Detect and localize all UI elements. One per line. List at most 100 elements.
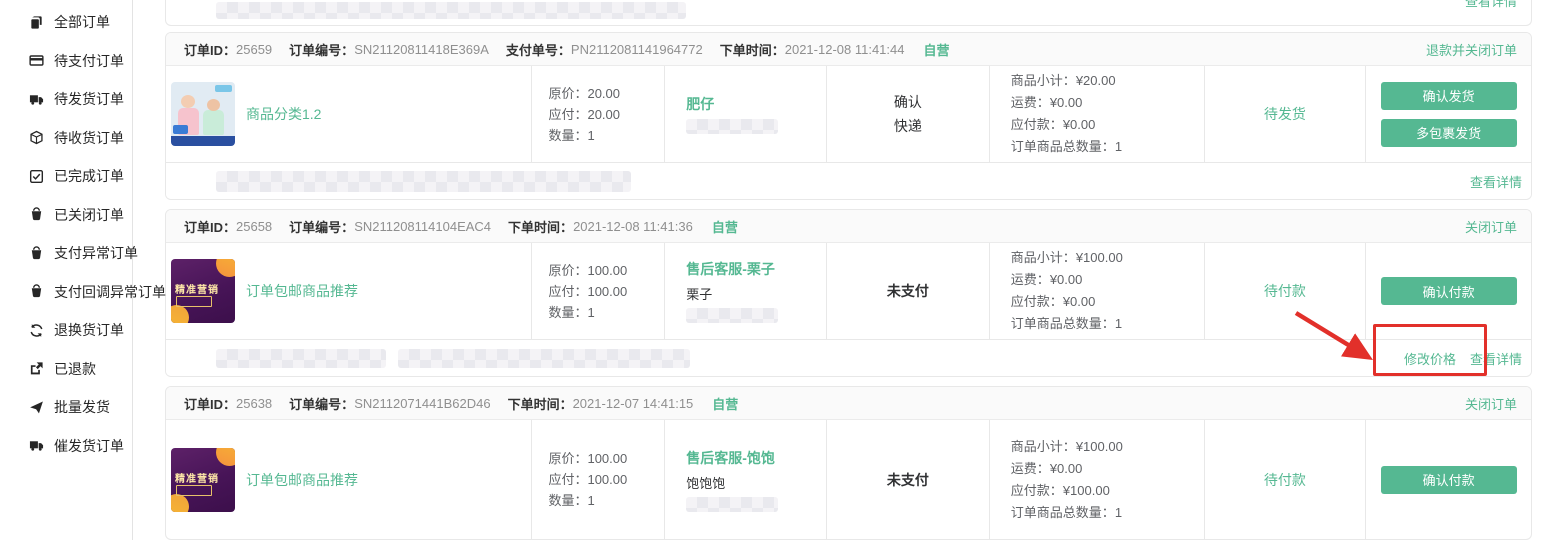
sidebar-item-label: 催发货订单	[54, 437, 124, 454]
action-cell: 确认发货 多包裹发货	[1366, 66, 1531, 162]
sidebar-item-label: 退换货订单	[54, 322, 124, 339]
sidebar-item-closed[interactable]: 已关闭订单	[0, 196, 132, 235]
payable-value: ¥0.00	[1062, 294, 1096, 309]
confirm-payment-button[interactable]: 确认付款	[1380, 465, 1517, 494]
payment-status: 未支付	[886, 471, 929, 488]
subtotal-label: 商品小计：	[1010, 438, 1076, 454]
truck-icon	[29, 95, 44, 105]
sidebar-item-label: 已退款	[54, 360, 96, 377]
product-name-link[interactable]: 商品分类1.2	[246, 106, 322, 122]
sidebar-item-refunded[interactable]: 已退款	[0, 350, 132, 389]
order-card-25658: 订单ID： 25658 订单编号： SN211208114104EAC4 下单时间：…	[165, 209, 1532, 377]
order-status: 待付款	[1263, 283, 1306, 299]
payment-status-cell: 未支付	[827, 243, 990, 339]
sidebar-item-pending-receipt[interactable]: 待收货订单	[0, 119, 132, 158]
subtotal-value: ¥100.00	[1075, 250, 1123, 265]
order-card-25638: 订单ID： 25638 订单编号： SN2112071441B62D46 下单时间：…	[165, 386, 1532, 540]
amount-due-label: 应付：	[548, 283, 588, 299]
order-time-label: 下单时间：	[508, 219, 574, 235]
order-no-label: 订单编号：	[289, 396, 355, 412]
order-card-header: 订单ID： 25658 订单编号： SN211208114104EAC4 下单时间：…	[166, 210, 1531, 243]
orig-price-label: 原价：	[548, 262, 588, 278]
close-order-link[interactable]: 关闭订单	[1464, 219, 1517, 235]
buyer-name-link[interactable]: 肥仔	[686, 96, 715, 112]
order-id-value: 25659	[236, 41, 273, 57]
payment-status: 未支付	[886, 283, 929, 299]
view-detail-link[interactable]: 查看详情	[1464, 0, 1517, 9]
sidebar-item-label: 已关闭订单	[54, 206, 124, 223]
pay-no-value: PN2112081141964772	[570, 41, 703, 57]
blurred-address-info	[398, 349, 690, 368]
close-order-link[interactable]: 关闭订单	[1464, 396, 1517, 412]
order-no-value: SN21120811418E369A	[354, 41, 489, 57]
order-card-body: 精准营销 订单包邮商品推荐 原价：100.00 应付：100.00 数量：1 售…	[166, 420, 1531, 539]
product-cell: 商品分类1.2	[166, 66, 533, 162]
total-qty-label: 订单商品总数量：	[1010, 316, 1115, 331]
total-qty-value: 1	[1114, 504, 1123, 520]
subtotal-label: 商品小计：	[1010, 73, 1076, 88]
sidebar-item-return-exchange[interactable]: 退换货订单	[0, 311, 132, 350]
product-name-link[interactable]: 订单包邮商品推荐	[246, 283, 358, 299]
blurred-buyer-contact	[686, 308, 779, 323]
buyer-nickname: 栗子	[686, 287, 713, 302]
orig-price-value: 100.00	[587, 262, 628, 278]
order-card-footer: 查看详情	[166, 162, 1531, 199]
sidebar-item-completed[interactable]: 已完成订单	[0, 157, 132, 196]
price-cell: 原价：20.00 应付：20.00 数量：1	[532, 66, 666, 162]
total-qty-label: 订单商品总数量：	[1010, 139, 1115, 154]
order-id-label: 订单ID：	[184, 42, 237, 58]
sidebar-item-label: 待收货订单	[54, 129, 124, 146]
order-id-value: 25638	[236, 395, 273, 411]
payable-label: 应付款：	[1010, 482, 1063, 498]
confirm-ship-button[interactable]: 确认发货	[1380, 81, 1517, 110]
sidebar-item-payment-abnormal[interactable]: 支付异常订单	[0, 234, 138, 273]
sidebar-item-payment-callback-abnormal[interactable]: 支付回调异常订单	[0, 273, 166, 312]
order-status-cell: 待发货	[1205, 66, 1367, 162]
sidebar-item-label: 支付回调异常订单	[54, 283, 166, 300]
product-name-link[interactable]: 订单包邮商品推荐	[246, 471, 358, 488]
blurred-address-info	[216, 171, 631, 192]
order-card-body: 精准营销 订单包邮商品推荐 原价：100.00 应付：100.00 数量：1 售…	[166, 243, 1531, 339]
amount-due-value: 100.00	[587, 472, 628, 487]
sidebar-item-pending-shipment[interactable]: 待发货订单	[0, 80, 132, 119]
order-status-cell: 待付款	[1205, 243, 1367, 339]
sidebar-item-urge-shipment[interactable]: 催发货订单	[0, 427, 132, 466]
payable-value: ¥100.00	[1062, 482, 1110, 498]
payment-method-line: 确认	[893, 94, 922, 110]
sidebar-item-label: 待支付订单	[54, 52, 124, 69]
sidebar-item-all-orders[interactable]: 全部订单	[0, 3, 132, 42]
order-card-footer: 修改价格 查看详情	[166, 339, 1531, 376]
order-sidebar: 全部订单 待支付订单 待发货订单 待收货订单 已完成订单 已关闭订单 支付异常订…	[0, 0, 166, 540]
amount-due-value: 20.00	[587, 106, 621, 122]
total-qty-label: 订单商品总数量：	[1010, 504, 1115, 520]
order-time-label: 下单时间：	[719, 42, 785, 58]
order-no-label: 订单编号：	[289, 42, 355, 58]
orig-price-label: 原价：	[548, 451, 588, 466]
order-time-value: 2021-12-08 11:41:36	[573, 218, 693, 234]
order-no-value: SN211208114104EAC4	[354, 218, 492, 234]
orig-price-value: 20.00	[587, 85, 621, 101]
amount-due-label: 应付：	[548, 106, 588, 122]
order-card-25659: 订单ID： 25659 订单编号： SN21120811418E369A 支付单号：…	[165, 32, 1532, 200]
sidebar-item-pending-payment[interactable]: 待支付订单	[0, 42, 132, 81]
sidebar-item-batch-shipment[interactable]: 批量发货	[0, 388, 132, 427]
blurred-recipient-info	[216, 2, 686, 19]
refund-and-close-order-link[interactable]: 退款并关闭订单	[1425, 42, 1517, 58]
subtotal-label: 商品小计：	[1010, 250, 1076, 265]
buyer-name-link[interactable]: 售后客服-饱饱	[686, 449, 775, 466]
buyer-cell: 售后客服-栗子 栗子	[665, 243, 828, 339]
multi-package-ship-button[interactable]: 多包裹发货	[1380, 118, 1517, 147]
order-card-body: 商品分类1.2 原价：20.00 应付：20.00 数量：1 肥仔 确认 快递 …	[166, 66, 1531, 162]
buyer-nickname: 饱饱饱	[686, 475, 726, 491]
payable-label: 应付款：	[1010, 294, 1063, 309]
modify-price-link[interactable]: 修改价格	[1403, 351, 1456, 367]
self-operated-badge: 自营	[712, 396, 739, 412]
view-detail-link[interactable]: 查看详情	[1469, 174, 1522, 190]
view-detail-link[interactable]: 查看详情	[1469, 351, 1522, 367]
buyer-name-link[interactable]: 售后客服-栗子	[686, 261, 775, 277]
confirm-payment-button[interactable]: 确认付款	[1380, 277, 1517, 305]
orig-price-value: 100.00	[587, 451, 628, 466]
total-qty-value: 1	[1114, 139, 1123, 154]
credit-card-icon	[29, 55, 44, 66]
amount-cell: 商品小计：¥100.00 运费：¥0.00 应付款：¥100.00 订单商品总数…	[990, 420, 1205, 539]
